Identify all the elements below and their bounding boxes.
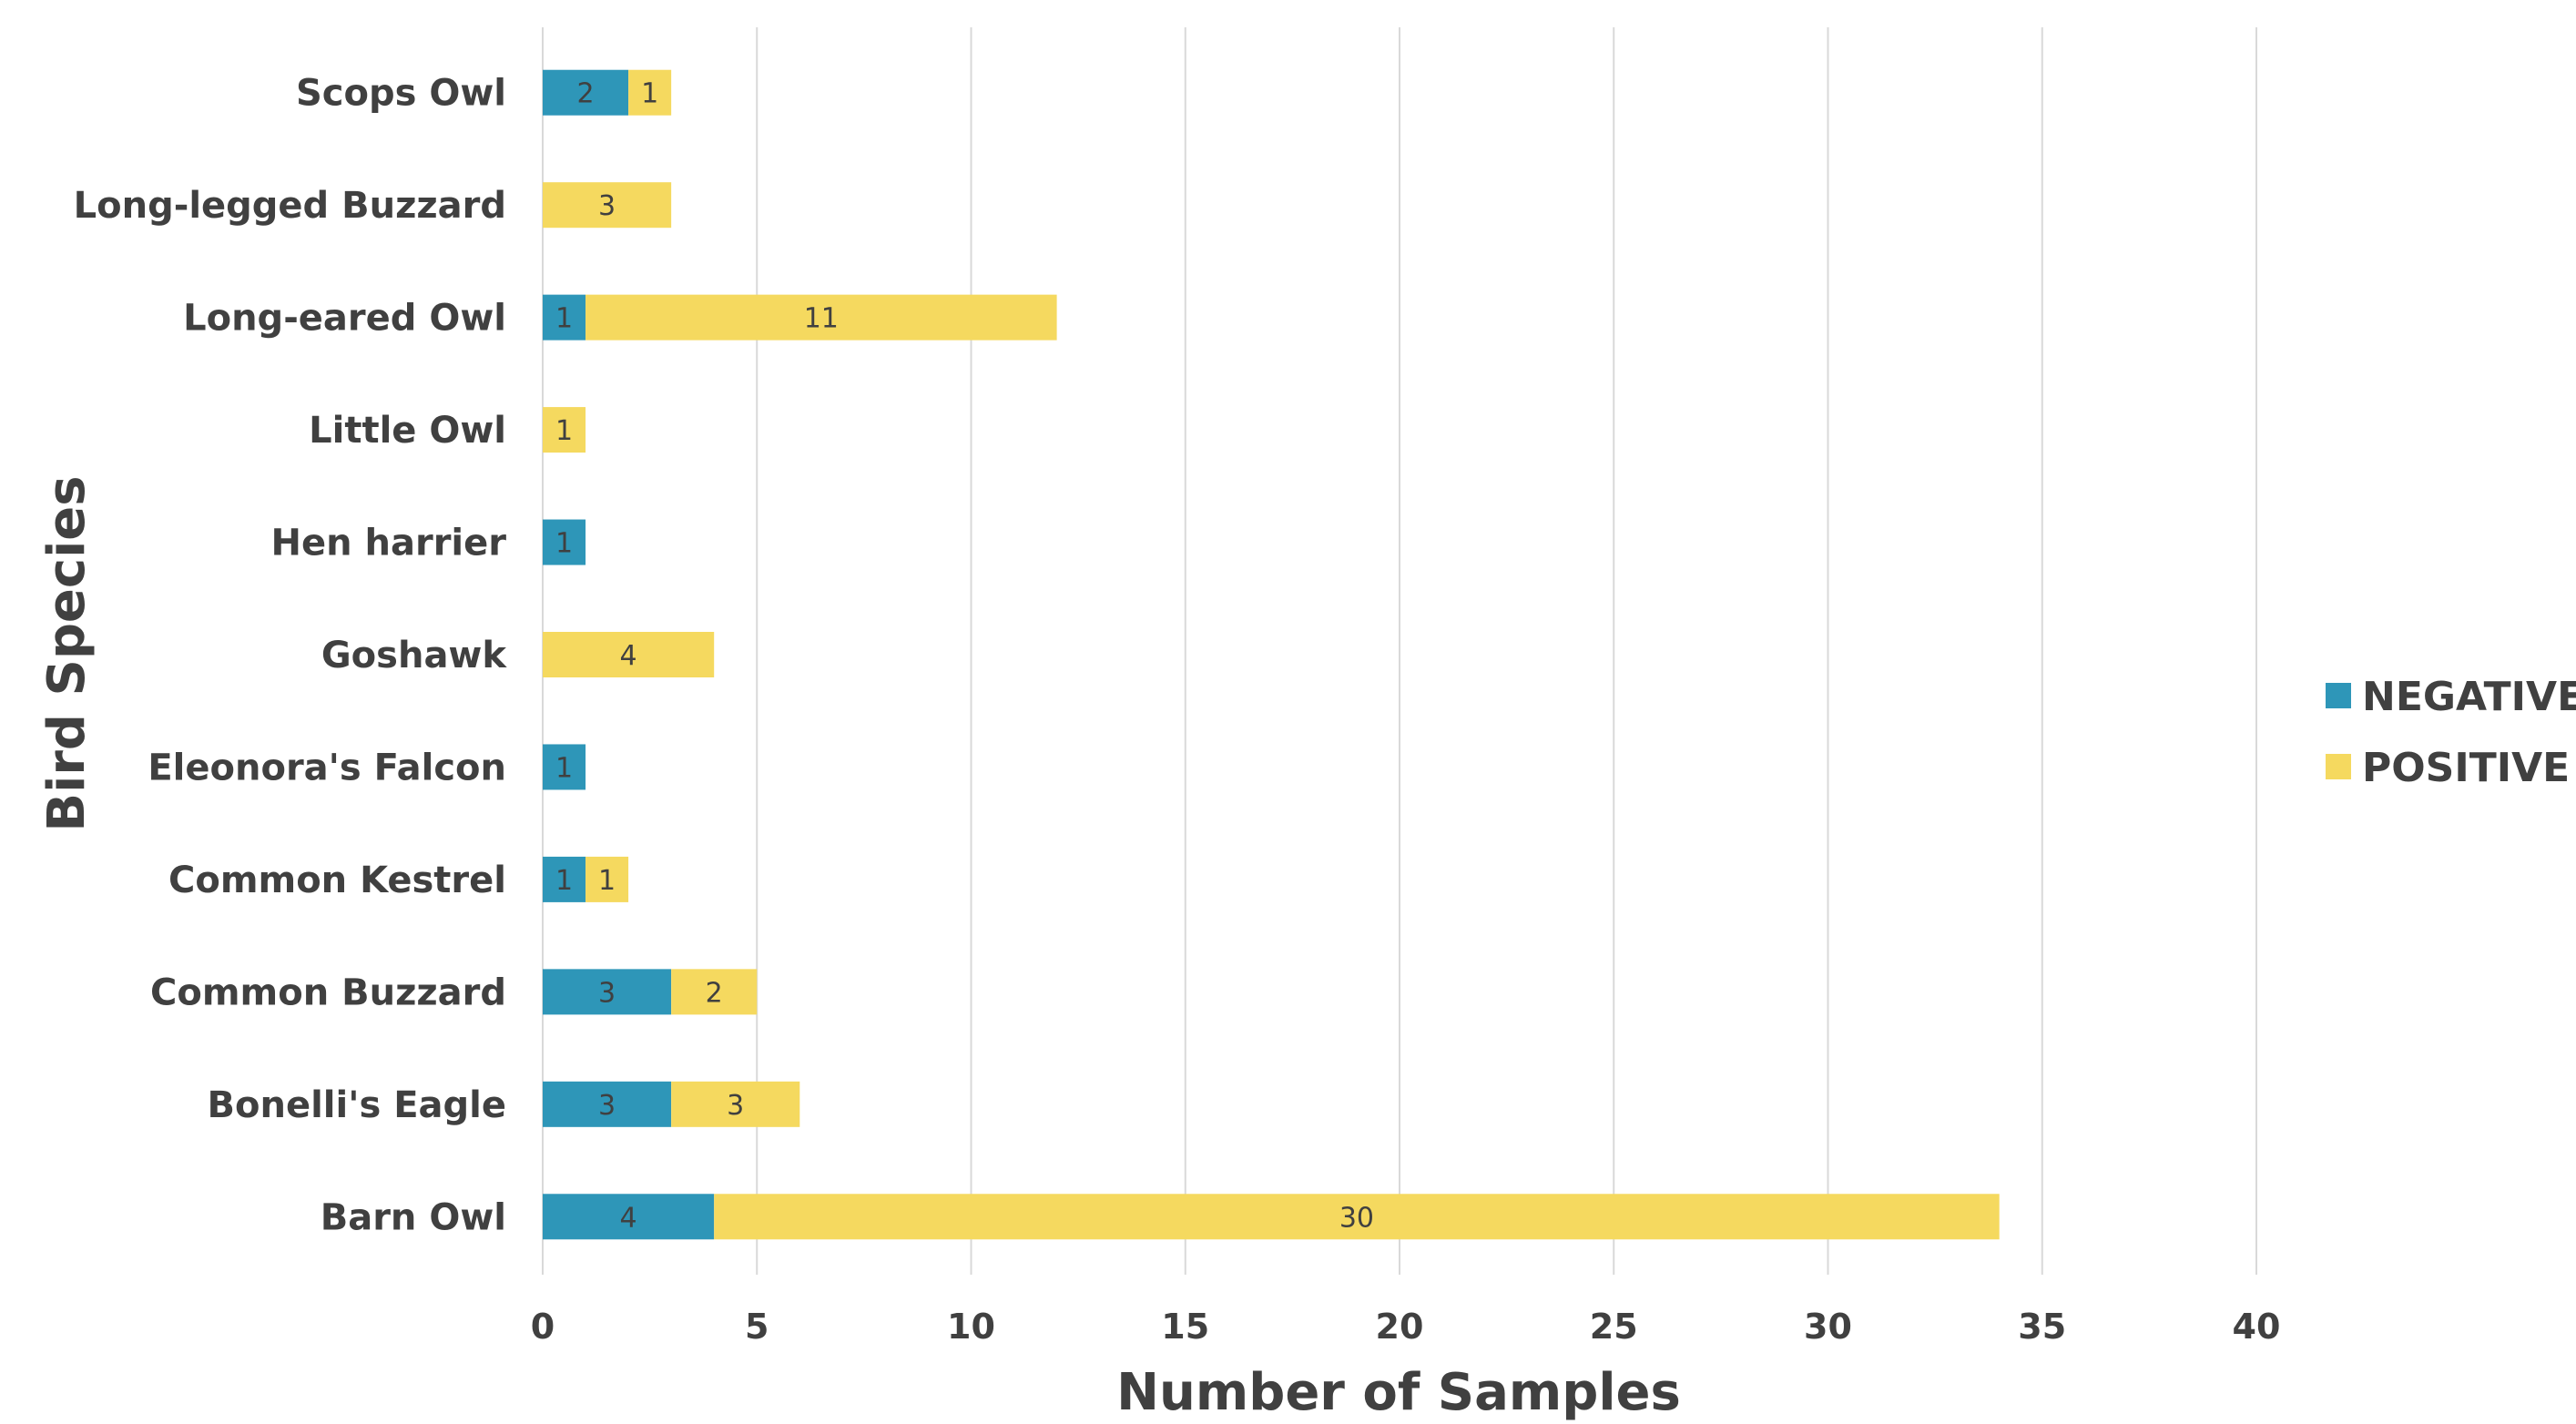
legend-swatch-positive [2326, 754, 2351, 779]
category-label-long-eared-owl: Long-eared Owl [183, 298, 506, 340]
data-label-long-legged-buzzard-positive: 3 [598, 190, 616, 222]
bar-goshawk-positive [543, 632, 715, 677]
category-label-eleonora-s-falcon: Eleonora's Falcon [148, 747, 506, 788]
data-label-goshawk-positive: 4 [620, 640, 637, 672]
data-label-common-buzzard-positive: 2 [706, 977, 723, 1009]
data-label-scops-owl-positive: 1 [641, 78, 658, 110]
category-label-goshawk: Goshawk [321, 635, 508, 676]
legend-label-positive: POSITIVE [2362, 745, 2570, 791]
category-label-common-kestrel: Common Kestrel [168, 859, 506, 901]
x-tick-label-5: 5 [745, 1307, 769, 1347]
legend-label-negative: NEGATIVE [2362, 674, 2576, 720]
bar-long-legged-buzzard-positive [543, 182, 672, 229]
data-label-long-eared-owl-positive: 11 [804, 303, 839, 335]
data-label-hen-harrier-negative: 1 [555, 528, 573, 560]
bar-long-eared-owl-negative [543, 294, 586, 341]
bar-long-eared-owl-positive [585, 294, 1057, 341]
bar-barn-owl-negative [543, 1194, 715, 1240]
category-label-little-owl: Little Owl [309, 410, 506, 452]
bar-common-kestrel-negative [543, 856, 586, 902]
bar-scops-owl-negative [543, 69, 629, 116]
bar-little-owl-positive [543, 407, 586, 453]
x-tick-label-40: 40 [2233, 1307, 2281, 1347]
x-tick-label-20: 20 [1376, 1307, 1424, 1347]
category-label-long-legged-buzzard: Long-legged Buzzard [74, 185, 506, 227]
x-tick-label-0: 0 [531, 1307, 555, 1347]
category-labels: Barn Owl Bonelli's Eagle Common Buzzard Com… [74, 73, 508, 1239]
data-label-common-kestrel-positive: 1 [598, 865, 616, 897]
y-axis-title: Bird Species [37, 475, 97, 831]
data-label-little-owl-positive: 1 [555, 415, 573, 447]
bar-common-kestrel-positive [585, 856, 629, 902]
data-label-common-buzzard-negative: 3 [598, 977, 616, 1009]
category-label-common-buzzard: Common Buzzard [150, 971, 506, 1013]
legend-swatch-negative [2326, 683, 2351, 708]
bar-eleonora-s-falcon-negative [543, 744, 586, 790]
x-tick-labels: 0 5 10 15 20 25 30 35 40 [531, 1307, 2281, 1347]
x-axis-title: Number of Samples [1116, 1363, 1681, 1422]
bar-common-buzzard-negative [543, 969, 672, 1015]
bar-barn-owl-positive [714, 1194, 2000, 1240]
data-label-bonelli-s-eagle-positive: 3 [727, 1090, 744, 1122]
bar-common-buzzard-positive [671, 969, 758, 1015]
x-tick-label-15: 15 [1161, 1307, 1209, 1347]
x-tick-label-35: 35 [2018, 1307, 2066, 1347]
data-label-bonelli-s-eagle-negative: 3 [598, 1090, 616, 1122]
legend: NEGATIVE POSITIVE [2326, 674, 2576, 791]
bar-hen-harrier-negative [543, 519, 586, 565]
x-tick-label-25: 25 [1590, 1307, 1638, 1347]
bar-bonelli-s-eagle-positive [671, 1081, 800, 1127]
x-tick-label-10: 10 [947, 1307, 995, 1347]
category-label-hen-harrier: Hen harrier [271, 523, 507, 565]
x-tick-label-30: 30 [1804, 1307, 1852, 1347]
category-label-bonelli-s-eagle: Bonelli's Eagle [208, 1084, 506, 1126]
category-label-scops-owl: Scops Owl [296, 73, 506, 115]
data-label-scops-owl-negative: 2 [577, 78, 595, 110]
data-label-barn-owl-positive: 30 [1339, 1202, 1374, 1234]
bar-bonelli-s-eagle-negative [543, 1081, 672, 1127]
data-label-eleonora-s-falcon-negative: 1 [555, 752, 573, 784]
category-label-barn-owl: Barn Owl [321, 1196, 506, 1238]
data-label-common-kestrel-negative: 1 [555, 865, 573, 897]
data-label-barn-owl-negative: 4 [620, 1202, 637, 1234]
bar-scops-owl-positive [628, 69, 672, 116]
data-label-long-eared-owl-negative: 1 [555, 303, 573, 335]
gridlines [542, 27, 2257, 1275]
